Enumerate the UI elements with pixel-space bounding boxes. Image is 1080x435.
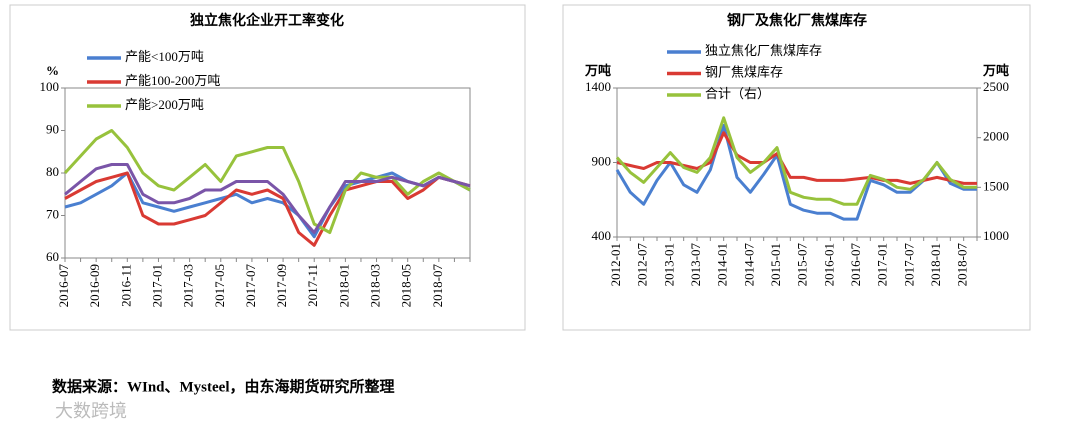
y-tick-label: 100 (40, 79, 60, 94)
series-line (64, 171, 471, 247)
x-tick-label: 2015-01 (768, 243, 783, 286)
legend-label: 产能>200万吨 (125, 97, 204, 112)
x-tick-label: 2017-07 (901, 243, 916, 287)
x-tick-label: 2017-01 (149, 264, 164, 307)
legend-label: 产能100-200万吨 (125, 73, 220, 88)
y2-tick-label: 2000 (983, 129, 1009, 144)
legend-label: 独立焦化厂焦煤库存 (705, 43, 822, 58)
y-axis-label: % (46, 63, 59, 78)
y2-tick-label: 1000 (983, 228, 1009, 243)
y-tick-label: 90 (46, 121, 59, 136)
legend-label: 产能<100万吨 (125, 49, 204, 64)
x-tick-label: 2014-07 (741, 243, 756, 287)
series-line (615, 116, 977, 206)
chart-frame (562, 4, 1031, 331)
y-tick-label: 1400 (585, 79, 611, 94)
source-note: 数据来源：WInd、Mysteel，由东海期货研究所整理 (52, 377, 395, 395)
x-tick-label: 2012-07 (635, 243, 650, 287)
x-tick-label: 2017-03 (181, 264, 196, 307)
y2-tick-label: 1500 (983, 178, 1009, 193)
x-tick-label: 2016-07 (56, 264, 71, 308)
chart-title: 钢厂及焦化厂焦煤库存 (727, 12, 867, 29)
x-tick-label: 2013-07 (688, 243, 703, 287)
x-tick-label: 2016-01 (821, 243, 836, 286)
x-tick-label: 2016-07 (848, 243, 863, 287)
series-line (64, 163, 471, 234)
legend-label: 合计（右） (705, 86, 770, 101)
y-tick-label: 400 (592, 228, 612, 243)
series-line (63, 129, 471, 234)
y2-axis-label: 万吨 (982, 63, 1009, 78)
chart-frame (9, 4, 526, 331)
x-tick-label: 2013-01 (661, 243, 676, 286)
series-line (615, 123, 977, 221)
x-tick-label: 2017-01 (875, 243, 890, 286)
x-tick-label: 2017-05 (212, 264, 227, 307)
x-tick-label: 2016-09 (87, 264, 102, 307)
x-tick-label: 2018-01 (336, 264, 351, 307)
x-tick-label: 2018-05 (399, 264, 414, 307)
x-tick-label: 2012-01 (608, 243, 623, 286)
x-tick-label: 2017-07 (243, 264, 258, 308)
x-tick-label: 2018-03 (368, 264, 383, 307)
y-tick-label: 60 (46, 249, 59, 264)
x-tick-label: 2014-01 (715, 243, 730, 286)
x-tick-label: 2016-11 (118, 264, 133, 307)
x-tick-label: 2015-07 (795, 243, 810, 287)
x-tick-label: 2018-07 (955, 243, 970, 287)
y-axis-label: 万吨 (584, 63, 611, 78)
y-tick-label: 80 (46, 164, 59, 179)
y-tick-label: 70 (46, 206, 59, 221)
y2-tick-label: 2500 (983, 79, 1009, 94)
y-tick-label: 900 (592, 153, 612, 168)
legend-label: 钢厂焦煤库存 (705, 64, 783, 79)
series-line (616, 131, 977, 185)
x-tick-label: 2018-01 (928, 243, 943, 286)
watermark: 大数跨境 (55, 401, 127, 422)
x-tick-label: 2018-07 (430, 264, 445, 308)
x-tick-label: 2017-09 (274, 264, 289, 307)
chart-title: 独立焦化企业开工率变化 (190, 12, 344, 29)
x-tick-label: 2017-11 (305, 264, 320, 307)
